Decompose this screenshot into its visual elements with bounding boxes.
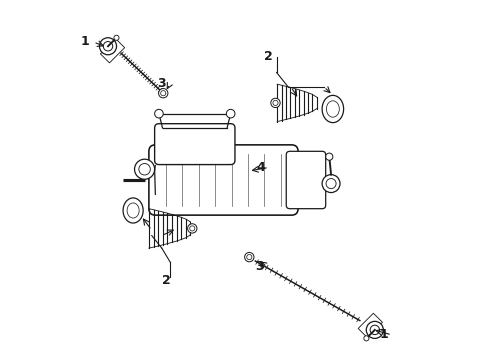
Circle shape [159,89,168,98]
Ellipse shape [322,95,343,123]
FancyBboxPatch shape [155,124,235,165]
Circle shape [135,159,155,179]
Circle shape [226,109,235,118]
Circle shape [245,252,254,262]
Circle shape [114,35,119,40]
Text: 2: 2 [264,50,272,63]
Circle shape [367,321,383,338]
Circle shape [99,38,117,55]
Polygon shape [100,39,124,63]
Circle shape [364,336,369,341]
Text: 1: 1 [380,328,389,341]
Ellipse shape [123,198,143,223]
Text: 3: 3 [157,77,166,90]
Polygon shape [358,313,382,338]
Text: 1: 1 [81,35,90,49]
Text: 4: 4 [257,161,266,174]
Circle shape [326,153,333,160]
FancyBboxPatch shape [286,151,326,209]
Text: 3: 3 [255,260,264,273]
Circle shape [322,175,340,193]
Circle shape [188,224,197,233]
FancyBboxPatch shape [149,145,298,215]
Circle shape [271,98,280,108]
Text: 2: 2 [162,274,171,287]
Circle shape [155,109,163,118]
